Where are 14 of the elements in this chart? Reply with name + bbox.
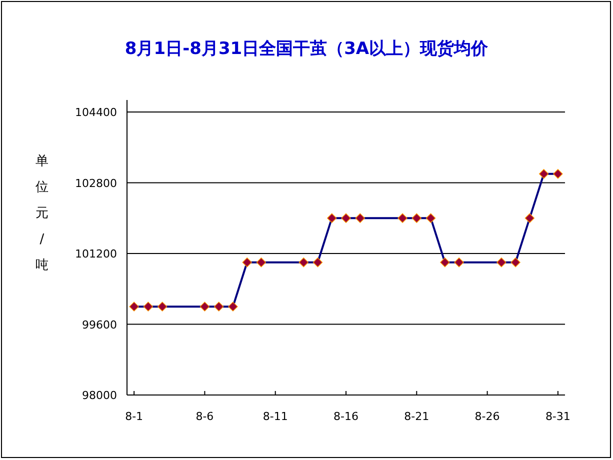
- y-tick-label: 102800: [75, 176, 117, 190]
- y-axis-title: 单位元/吨: [36, 154, 48, 273]
- x-tick-label: 8-31: [545, 410, 570, 423]
- y-tick-label: 104400: [75, 106, 117, 119]
- x-tick-label: 8-16: [334, 410, 358, 423]
- x-tick-label: 8-21: [404, 410, 430, 423]
- x-tick-label: 8-11: [262, 410, 288, 423]
- x-tick-label: 8-6: [196, 410, 214, 423]
- x-tick-label: 8-26: [474, 410, 500, 423]
- y-tick-label: 99600: [82, 318, 117, 332]
- y-tick-label: 98000: [82, 389, 117, 402]
- y-tick-label: 101200: [75, 248, 117, 260]
- chart-title: 8月1日-8月31日全国干茧（3A以上）现货均价: [124, 39, 490, 59]
- x-tick-label: 8-1: [125, 410, 144, 423]
